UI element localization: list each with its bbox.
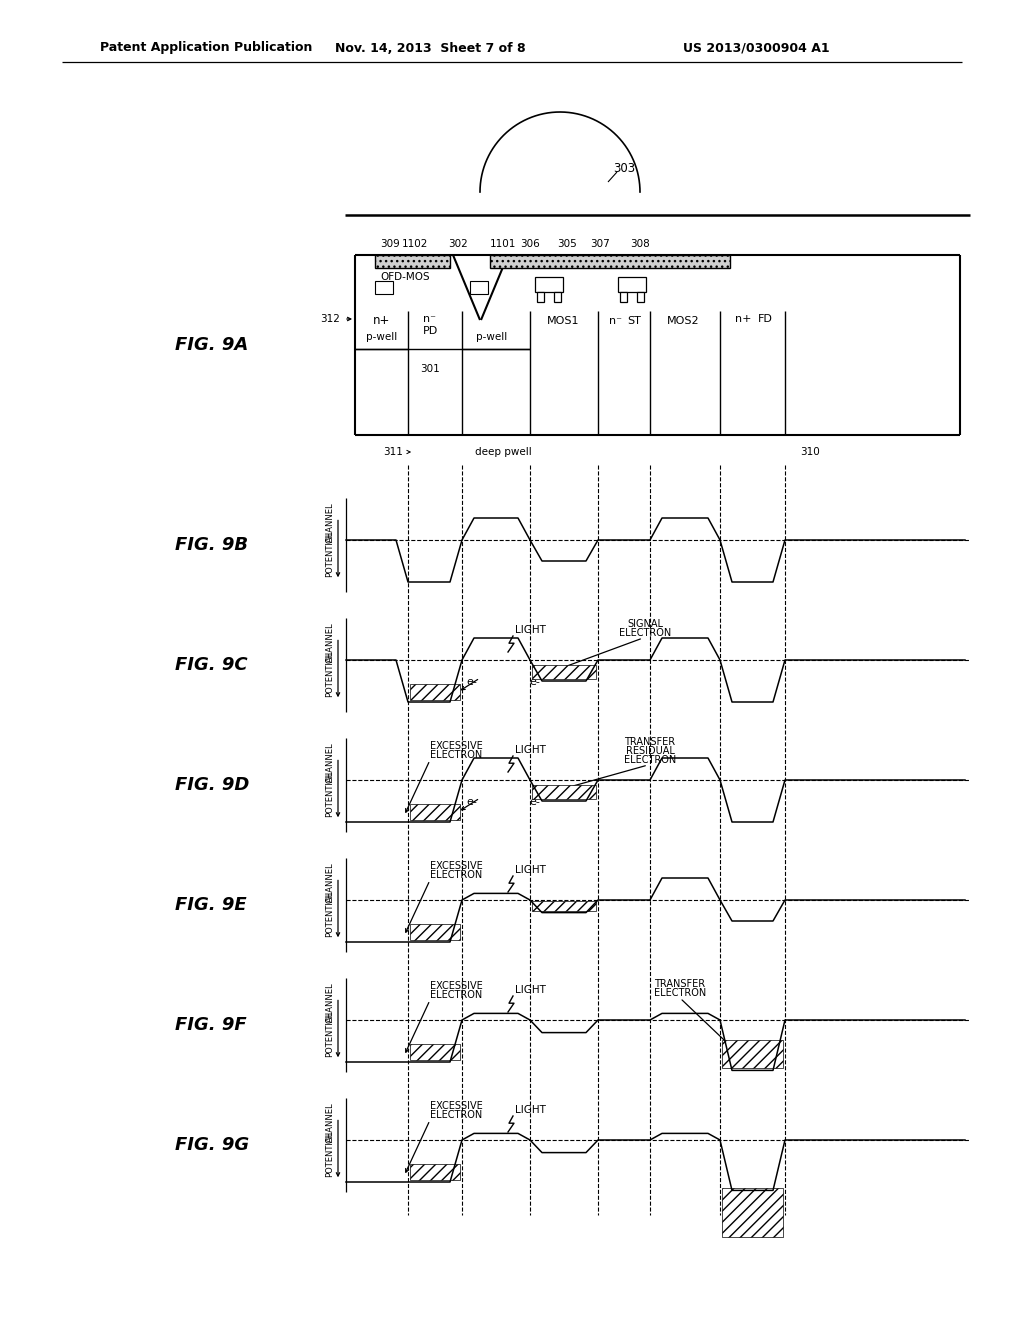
Text: CHANNEL: CHANNEL	[326, 863, 335, 903]
Bar	[620, 292, 627, 302]
Text: SIGNAL: SIGNAL	[627, 619, 663, 630]
Text: 305: 305	[557, 239, 577, 249]
Text: 308: 308	[630, 239, 650, 249]
Text: 306: 306	[520, 239, 540, 249]
Text: 309: 309	[380, 239, 399, 249]
Text: FIG. 9E: FIG. 9E	[175, 896, 247, 913]
Bar	[410, 684, 460, 700]
Text: FD: FD	[758, 314, 772, 323]
Text: 311: 311	[383, 447, 403, 457]
Bar	[410, 1164, 460, 1180]
Text: 310: 310	[800, 447, 820, 457]
Text: EXCESSIVE: EXCESSIVE	[430, 1101, 482, 1111]
Text: CHANNEL: CHANNEL	[326, 982, 335, 1023]
Bar	[618, 277, 646, 292]
Bar	[410, 924, 460, 940]
Text: e-: e-	[529, 677, 541, 686]
Text: EXCESSIVE: EXCESSIVE	[430, 741, 482, 751]
Text: POTENTIAL: POTENTIAL	[326, 651, 335, 697]
Text: e-: e-	[529, 797, 541, 807]
Text: CHANNEL: CHANNEL	[326, 743, 335, 783]
Text: ELECTRON: ELECTRON	[430, 990, 482, 1001]
Bar	[554, 292, 561, 302]
Text: ELECTRON: ELECTRON	[654, 987, 707, 998]
Text: ELECTRON: ELECTRON	[430, 1110, 482, 1119]
Text: 312: 312	[321, 314, 340, 323]
Text: TRANSFER: TRANSFER	[625, 737, 676, 747]
Bar	[722, 1040, 783, 1068]
Bar	[470, 281, 488, 294]
Text: p-well: p-well	[476, 333, 508, 342]
Text: Patent Application Publication: Patent Application Publication	[100, 41, 312, 54]
Text: POTENTIAL: POTENTIAL	[326, 531, 335, 577]
Text: ELECTRON: ELECTRON	[624, 755, 676, 766]
Text: LIGHT: LIGHT	[515, 624, 546, 635]
Text: RESIDUAL: RESIDUAL	[626, 746, 675, 756]
Bar	[535, 277, 563, 292]
Text: CHANNEL: CHANNEL	[326, 623, 335, 664]
Text: ELECTRON: ELECTRON	[430, 750, 482, 760]
Bar	[375, 255, 450, 268]
Text: 303: 303	[613, 161, 635, 174]
Text: LIGHT: LIGHT	[515, 1105, 546, 1115]
Text: deep pwell: deep pwell	[475, 447, 531, 457]
Text: TRANSFER: TRANSFER	[654, 979, 706, 989]
Text: US 2013/0300904 A1: US 2013/0300904 A1	[683, 41, 830, 54]
Text: MOS1: MOS1	[547, 315, 580, 326]
Text: EXCESSIVE: EXCESSIVE	[430, 981, 482, 991]
Bar	[532, 785, 596, 799]
Text: e-: e-	[467, 677, 477, 686]
Text: 1101: 1101	[490, 239, 516, 249]
Text: POTENTIAL: POTENTIAL	[326, 771, 335, 817]
Text: FIG. 9B: FIG. 9B	[175, 536, 248, 554]
Text: n⁻: n⁻	[609, 315, 623, 326]
Text: ELECTRON: ELECTRON	[618, 628, 671, 638]
Text: 302: 302	[449, 239, 468, 249]
Text: FIG. 9F: FIG. 9F	[175, 1016, 247, 1034]
Bar	[722, 1188, 783, 1237]
Text: CHANNEL: CHANNEL	[326, 1102, 335, 1143]
Text: PD: PD	[422, 326, 437, 337]
Bar	[532, 665, 596, 678]
Text: ELECTRON: ELECTRON	[430, 870, 482, 880]
Text: e-: e-	[467, 797, 477, 807]
Text: POTENTIAL: POTENTIAL	[326, 891, 335, 937]
Text: n+: n+	[735, 314, 752, 323]
Text: FIG. 9C: FIG. 9C	[175, 656, 248, 675]
Text: ST: ST	[627, 315, 641, 326]
Text: n⁻: n⁻	[424, 314, 436, 323]
Bar	[410, 804, 460, 820]
Text: POTENTIAL: POTENTIAL	[326, 1011, 335, 1057]
Text: LIGHT: LIGHT	[515, 744, 546, 755]
Text: 301: 301	[420, 364, 440, 374]
Text: n+: n+	[374, 314, 391, 327]
Text: 307: 307	[590, 239, 610, 249]
Bar	[537, 292, 544, 302]
Text: EXCESSIVE: EXCESSIVE	[430, 861, 482, 871]
Text: LIGHT: LIGHT	[515, 985, 546, 995]
Text: LIGHT: LIGHT	[515, 865, 546, 875]
Text: CHANNEL: CHANNEL	[326, 503, 335, 544]
Text: OFD-MOS: OFD-MOS	[380, 272, 430, 282]
Bar	[637, 292, 644, 302]
Text: FIG. 9G: FIG. 9G	[175, 1137, 249, 1154]
Text: p-well: p-well	[367, 333, 397, 342]
Bar	[532, 900, 596, 911]
Text: FIG. 9D: FIG. 9D	[175, 776, 250, 795]
Text: POTENTIAL: POTENTIAL	[326, 1131, 335, 1177]
Text: 1102: 1102	[401, 239, 428, 249]
Bar	[375, 281, 393, 294]
Text: FIG. 9A: FIG. 9A	[175, 337, 248, 354]
Text: Nov. 14, 2013  Sheet 7 of 8: Nov. 14, 2013 Sheet 7 of 8	[335, 41, 525, 54]
Text: MOS2: MOS2	[667, 315, 699, 326]
Bar	[410, 1044, 460, 1060]
Bar	[490, 255, 730, 268]
